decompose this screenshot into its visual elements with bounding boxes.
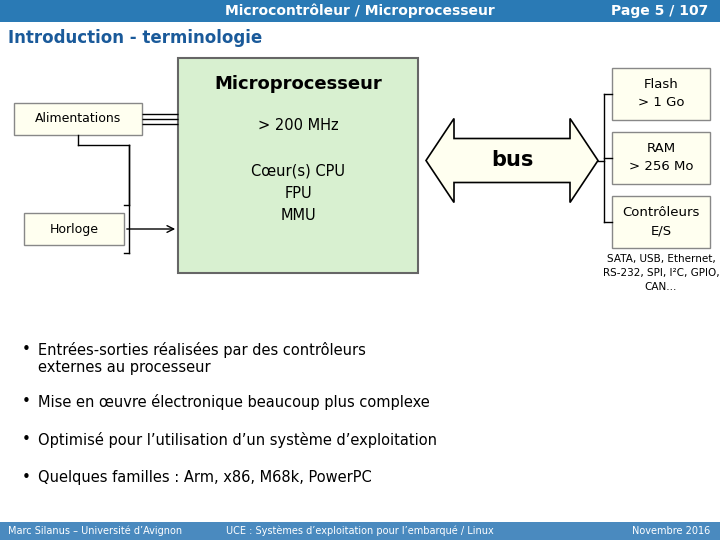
Text: Microprocesseur: Microprocesseur: [214, 75, 382, 93]
Bar: [612, 68, 710, 120]
Bar: [612, 132, 710, 184]
Text: •: •: [22, 470, 31, 485]
Bar: [612, 196, 710, 248]
Bar: [24, 213, 124, 245]
Bar: [14, 103, 142, 135]
Text: Entrées-sorties réalisées par des contrôleurs: Entrées-sorties réalisées par des contrô…: [38, 342, 366, 358]
Text: Optimisé pour l’utilisation d’un système d’exploitation: Optimisé pour l’utilisation d’un système…: [38, 432, 437, 448]
Text: Alimentations: Alimentations: [35, 112, 121, 125]
Text: Flash
> 1 Go: Flash > 1 Go: [638, 78, 684, 110]
Text: Mise en œuvre électronique beaucoup plus complexe: Mise en œuvre électronique beaucoup plus…: [38, 394, 430, 410]
Text: Page 5 / 107: Page 5 / 107: [611, 4, 708, 18]
Bar: [0, 0, 720, 22]
Text: UCE : Systèmes d’exploitation pour l’embarqué / Linux: UCE : Systèmes d’exploitation pour l’emb…: [226, 526, 494, 536]
Text: bus: bus: [491, 151, 534, 171]
Polygon shape: [426, 118, 598, 202]
Text: > 200 MHz: > 200 MHz: [258, 118, 338, 133]
Text: Novembre 2016: Novembre 2016: [631, 526, 710, 536]
Text: Introduction - terminologie: Introduction - terminologie: [8, 29, 262, 47]
Text: Marc Silanus – Université d’Avignon: Marc Silanus – Université d’Avignon: [8, 526, 182, 536]
Text: •: •: [22, 432, 31, 447]
Text: •: •: [22, 394, 31, 409]
Text: SATA, USB, Ethernet,
RS-232, SPI, I²C, GPIO,
CAN...: SATA, USB, Ethernet, RS-232, SPI, I²C, G…: [603, 254, 719, 292]
Text: RAM
> 256 Mo: RAM > 256 Mo: [629, 143, 693, 173]
Text: Horloge: Horloge: [50, 222, 99, 235]
Text: Quelques familles : Arm, x86, M68k, PowerPC: Quelques familles : Arm, x86, M68k, Powe…: [38, 470, 372, 485]
Bar: [178, 58, 418, 273]
Text: •: •: [22, 342, 31, 357]
Text: externes au processeur: externes au processeur: [38, 360, 211, 375]
Bar: [0, 522, 720, 540]
Text: Microcontrôleur / Microprocesseur: Microcontrôleur / Microprocesseur: [225, 4, 495, 18]
Text: Contrôleurs
E/S: Contrôleurs E/S: [622, 206, 700, 238]
Text: Cœur(s) CPU
FPU
MMU: Cœur(s) CPU FPU MMU: [251, 163, 345, 222]
